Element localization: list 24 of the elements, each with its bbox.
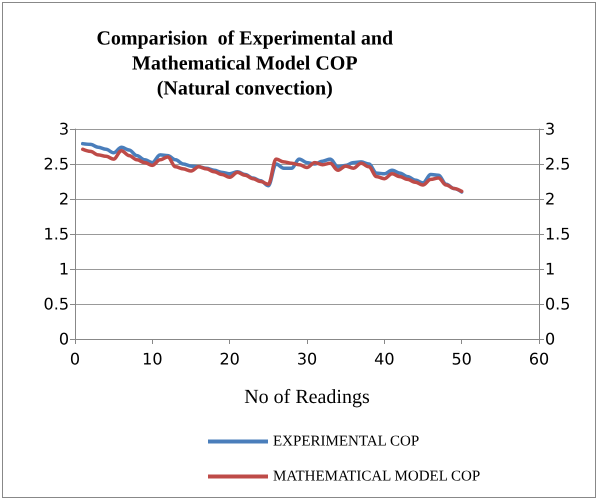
y2-tick-label: 0 (545, 330, 556, 348)
y-tick-label: 3 (58, 120, 69, 138)
x-tick-label: 60 (528, 350, 550, 368)
x-tick-label: 10 (142, 350, 163, 368)
y2-tick-label: 2.5 (545, 154, 570, 174)
y2-tick-label: 3 (545, 120, 556, 138)
y-tick-label: 0 (58, 330, 69, 348)
legend-label: MATHEMATICAL MODEL COP (273, 468, 480, 484)
y2-tick-label: 1.5 (545, 224, 570, 244)
y2-tick-label: 2 (545, 190, 556, 208)
y-tick-label: 2 (58, 190, 69, 208)
x-axis-title: No of Readings (244, 386, 370, 408)
y-tick-label: 2.5 (44, 154, 69, 174)
chart-title: Comparision of Experimental and Mathematical Model COP (Natural convection) (96, 28, 394, 100)
x-tick-label: 30 (296, 350, 318, 368)
x-tick-label: 20 (219, 350, 240, 368)
x-tick-label: 50 (451, 350, 472, 368)
legend-label: EXPERIMENTAL COP (273, 434, 420, 450)
y2-tick-label: 1 (545, 260, 556, 278)
y-tick-label: 0.5 (44, 294, 69, 314)
y2-tick-label: 0.5 (545, 294, 570, 314)
x-tick-label: 40 (374, 350, 395, 368)
y-tick-label: 1 (58, 260, 69, 278)
y-tick-label: 1.5 (44, 224, 69, 244)
